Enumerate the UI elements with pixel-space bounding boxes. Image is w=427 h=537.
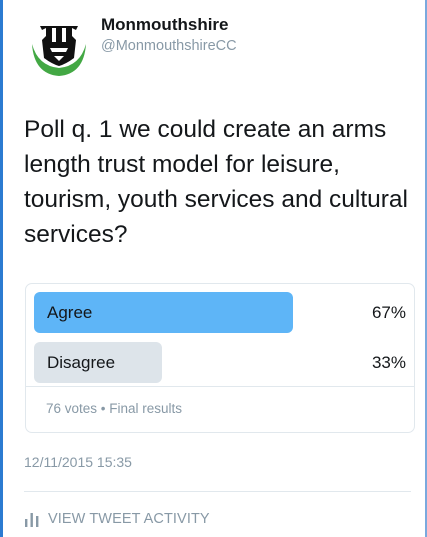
- poll-divider: [26, 386, 414, 387]
- tweet-timestamp[interactable]: 12/11/2015 15:35: [24, 454, 132, 470]
- poll-choice-percent: 67%: [371, 303, 406, 322]
- view-tweet-activity-label: VIEW TWEET ACTIVITY: [48, 511, 210, 527]
- tweet-text: Poll q. 1 we could create an arms length…: [24, 116, 408, 248]
- poll-choice-disagree: Disagree 33%: [34, 342, 406, 383]
- monmouthshire-logo-icon: [32, 26, 86, 76]
- bar-chart-icon: [25, 513, 39, 527]
- tweet-header: Monmouthshire @MonmouthshireCC: [23, 10, 423, 90]
- poll-choice-agree: Agree 67%: [34, 292, 406, 333]
- display-name[interactable]: Monmouthshire: [101, 15, 229, 34]
- account-names: Monmouthshire @MonmouthshireCC: [101, 14, 237, 56]
- poll-choice-label: Agree: [47, 303, 93, 322]
- poll-card: Agree 67% Disagree 33% 76 votes • Final …: [25, 283, 415, 433]
- poll-choice-percent: 33%: [371, 353, 406, 372]
- divider: [24, 491, 411, 492]
- poll-bar-agree: [34, 292, 293, 333]
- poll-choice-label: Disagree: [47, 353, 116, 372]
- poll-bar-disagree: [34, 342, 162, 383]
- poll-meta: 76 votes • Final results: [46, 401, 183, 416]
- avatar[interactable]: [26, 14, 92, 80]
- view-tweet-activity-link[interactable]: VIEW TWEET ACTIVITY: [24, 508, 210, 530]
- account-handle[interactable]: @MonmouthshireCC: [101, 38, 237, 54]
